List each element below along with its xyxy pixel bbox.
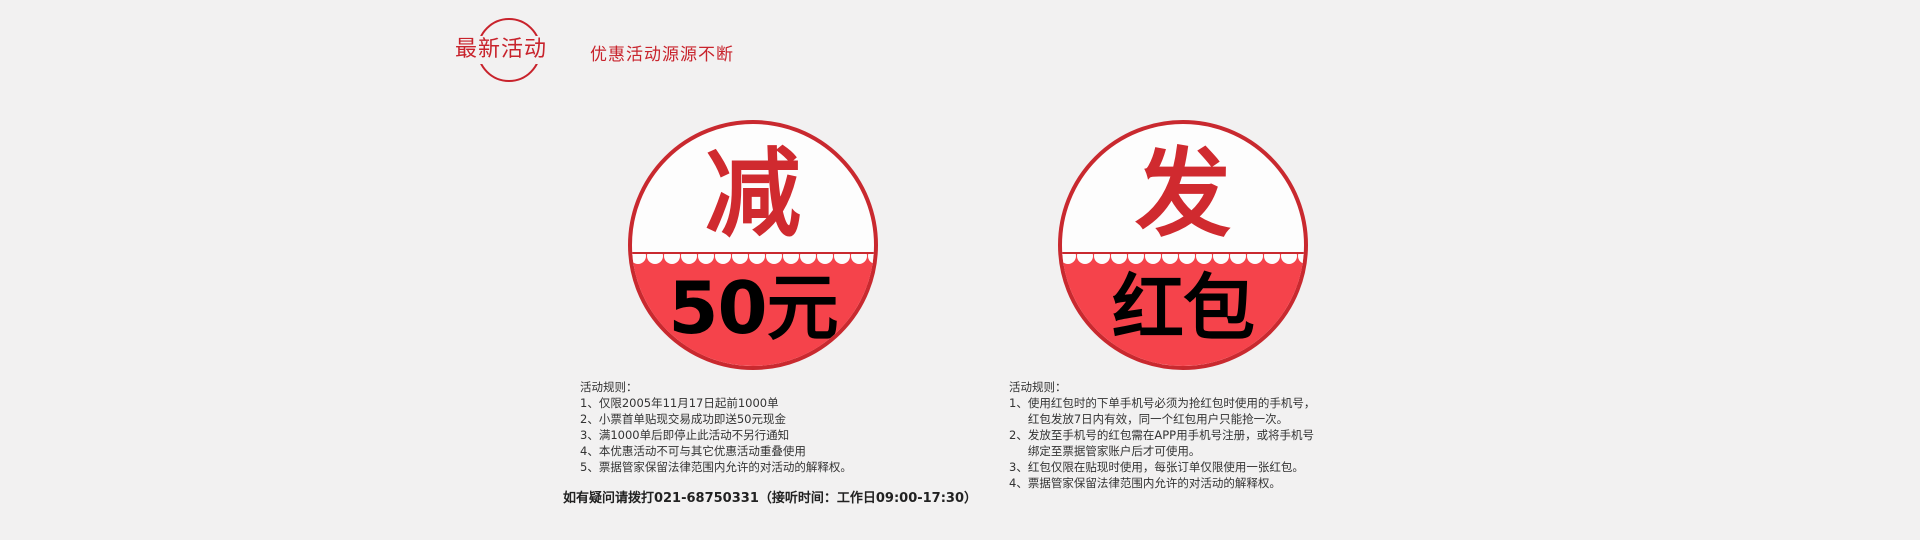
rule-text: 红包仅限在贴现时使用，每张订单仅限使用一张红包。 xyxy=(1027,460,1304,474)
rule-item: 3、 红包仅限在贴现时使用，每张订单仅限使用一张红包。 xyxy=(1009,459,1389,475)
rules-title: 活动规则： xyxy=(1009,380,1067,394)
red-packet-badge[interactable]: 发 红包 xyxy=(1058,120,1308,370)
rule-text: 发放至手机号的红包需在APP用手机号注册，或将手机号 绑定至票据管家账户后才可使… xyxy=(1027,428,1315,458)
rule-text: 仅限2005年11月17日起前1000单 xyxy=(598,396,779,410)
rule-text: 使用红包时的下单手机号必须为抢红包时使用的手机号， 红包发放7日内有效，同一个红… xyxy=(1027,396,1316,426)
rule-item: 1、 仅限2005年11月17日起前1000单 xyxy=(580,395,910,411)
rule-number: 4、 xyxy=(1009,476,1028,490)
rule-item: 4、 本优惠活动不可与其它优惠活动重叠使用 xyxy=(580,443,910,459)
rule-text: 本优惠活动不可与其它优惠活动重叠使用 xyxy=(598,444,806,458)
rule-text: 票据管家保留法律范围内允许的对活动的解释权。 xyxy=(598,460,852,474)
rule-number: 3、 xyxy=(1009,460,1028,474)
scallop-edge-icon xyxy=(632,254,874,264)
badge-top-char: 减 xyxy=(705,138,801,250)
rule-number: 2、 xyxy=(1009,428,1028,442)
rule-text: 满1000单后即停止此活动不另行通知 xyxy=(598,428,790,442)
rules-title: 活动规则： xyxy=(580,380,638,394)
discount-badge[interactable]: 减 50元 xyxy=(628,120,878,370)
badge-bottom-text: 50元 xyxy=(668,266,838,350)
header-tagline: 优惠活动源源不断 xyxy=(590,45,734,65)
rules-right: 活动规则： 1、 使用红包时的下单手机号必须为抢红包时使用的手机号， 红包发放7… xyxy=(1009,379,1389,491)
rule-number: 4、 xyxy=(580,444,599,458)
rule-text: 小票首单贴现交易成功即送50元现金 xyxy=(598,412,786,426)
badge-divider xyxy=(1062,252,1304,254)
rule-text: 票据管家保留法律范围内允许的对活动的解释权。 xyxy=(1027,476,1281,490)
rule-item: 3、 满1000单后即停止此活动不另行通知 xyxy=(580,427,910,443)
rules-left: 活动规则： 1、 仅限2005年11月17日起前1000单 2、 小票首单贴现交… xyxy=(580,379,910,475)
badge-bottom-fill xyxy=(632,254,874,366)
logo-text: 最新活动 xyxy=(455,36,565,64)
rule-item: 1、 使用红包时的下单手机号必须为抢红包时使用的手机号， 红包发放7日内有效，同… xyxy=(1009,395,1389,427)
header: 最新活动 优惠活动源源不断 xyxy=(455,18,785,84)
rule-item: 2、 小票首单贴现交易成功即送50元现金 xyxy=(580,411,910,427)
rule-item: 4、 票据管家保留法律范围内允许的对活动的解释权。 xyxy=(1009,475,1389,491)
rule-number: 5、 xyxy=(580,460,599,474)
rule-item: 2、 发放至手机号的红包需在APP用手机号注册，或将手机号 绑定至票据管家账户后… xyxy=(1009,427,1389,459)
badge-divider xyxy=(632,252,874,254)
badge-bottom-text: 红包 xyxy=(1111,266,1255,350)
rule-item: 5、 票据管家保留法律范围内允许的对活动的解释权。 xyxy=(580,459,910,475)
rule-number: 1、 xyxy=(1009,396,1028,410)
rule-number: 2、 xyxy=(580,412,599,426)
rule-number: 3、 xyxy=(580,428,599,442)
scallop-edge-icon xyxy=(1062,254,1304,264)
badge-bottom-fill xyxy=(1062,254,1304,366)
footer-contact: 如有疑问请拨打021-68750331（接听时间：工作日09:00-17:30） xyxy=(562,491,978,506)
rule-number: 1、 xyxy=(580,396,599,410)
badge-top-char: 发 xyxy=(1135,138,1231,250)
